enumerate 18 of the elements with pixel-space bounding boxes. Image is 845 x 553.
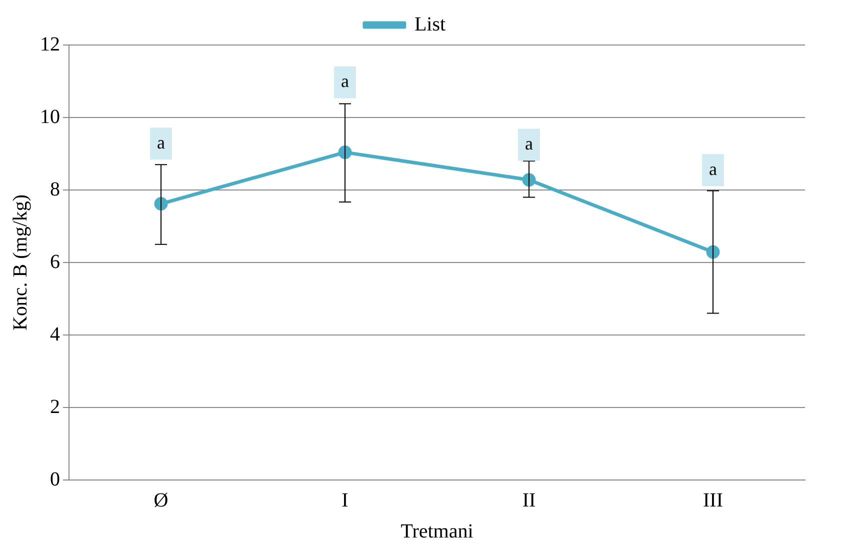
annotation: a [525,133,533,154]
x-tick-label: Ø [154,489,168,512]
annotation: a [709,158,717,179]
legend-label: List [414,13,446,36]
y-tick-label: 0 [50,468,60,490]
x-tick-label: II [522,489,536,512]
x-tick-label: III [703,489,723,512]
y-tick-label: 10 [40,106,60,128]
y-tick-label: 4 [50,323,60,346]
y-tick-label: 12 [40,33,60,56]
y-tick-label: 6 [50,250,60,273]
y-tick-label: 2 [50,396,60,418]
annotation: a [157,132,165,152]
annotation: a [341,71,349,92]
y-axis-title: Konc. B (mg/kg) [9,194,32,331]
x-tick-label: I [342,489,348,512]
y-tick-label: 8 [50,178,60,200]
x-axis-title: Tretmani [400,520,474,542]
